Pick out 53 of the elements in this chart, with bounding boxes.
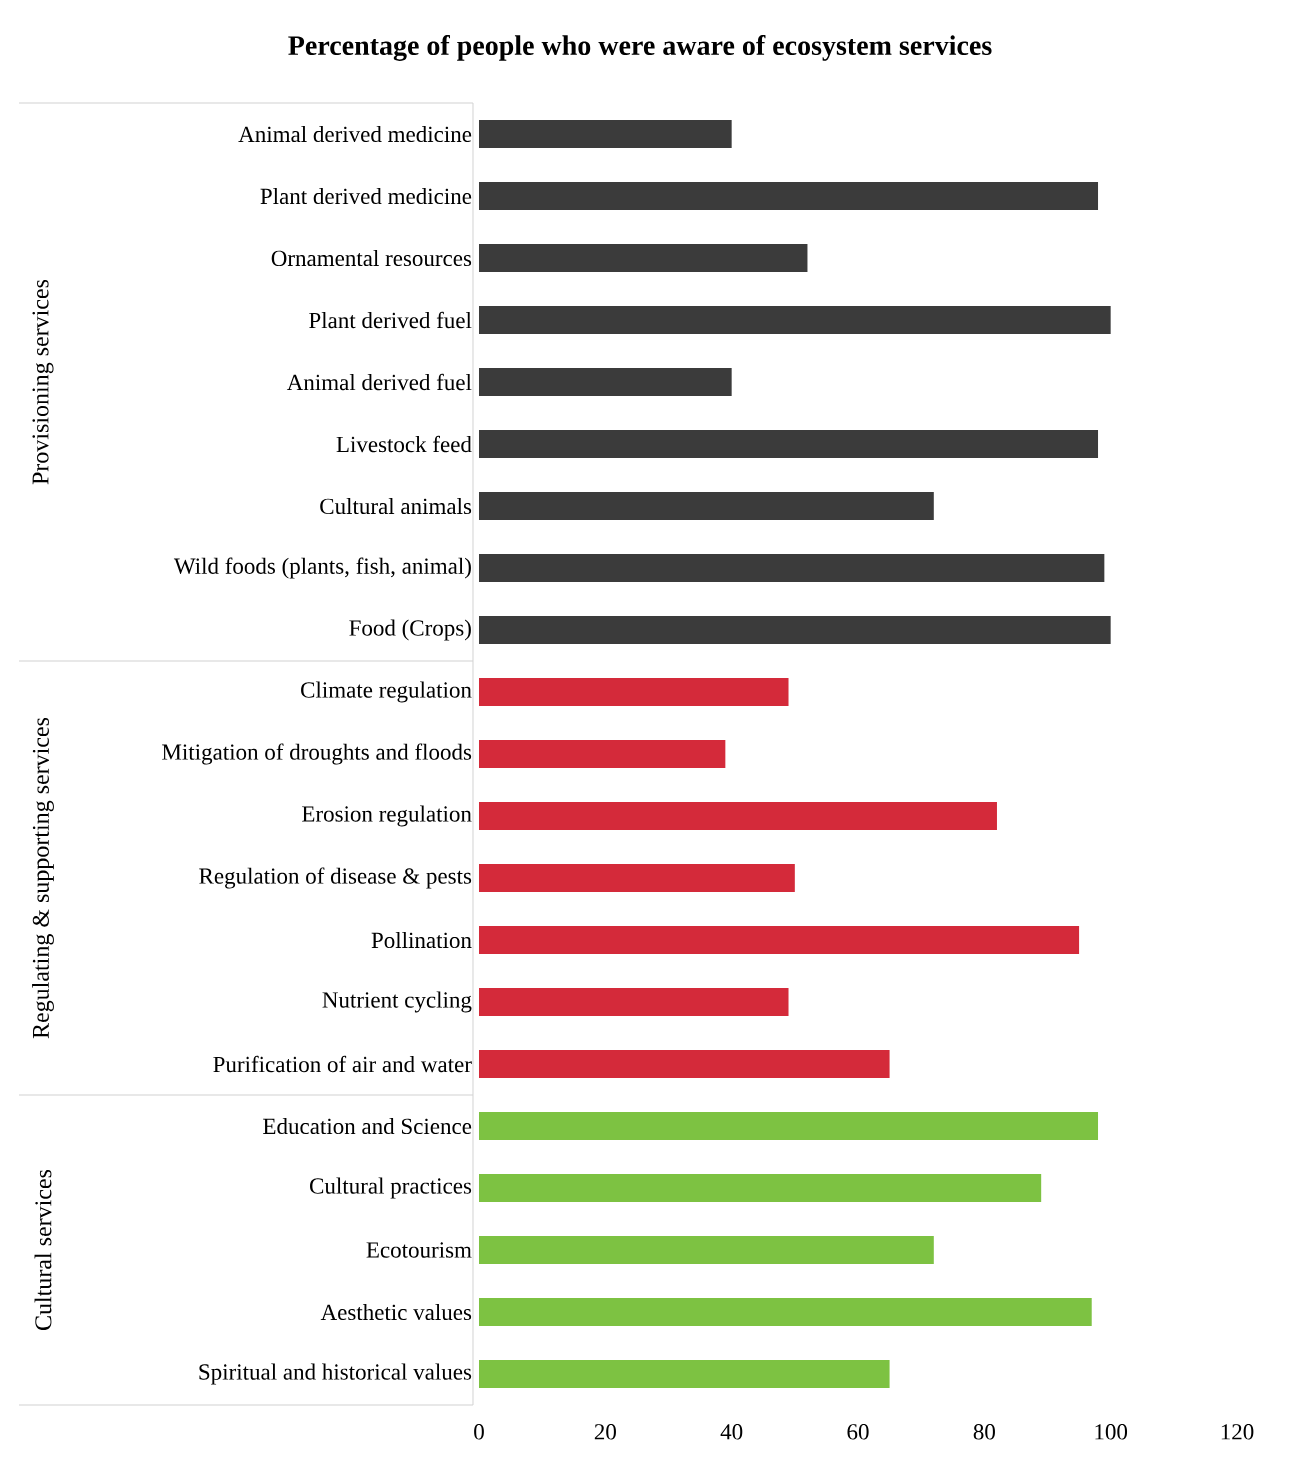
y-tick-label: Livestock feed xyxy=(336,435,472,453)
bar xyxy=(479,1360,890,1389)
x-tick-label: 120 xyxy=(1221,1424,1254,1440)
bar xyxy=(479,120,732,149)
text: Cultural services xyxy=(34,1169,52,1331)
x-tick-label: 20 xyxy=(594,1424,616,1440)
bar xyxy=(479,1236,934,1265)
y-tick-label: Spiritual and historical values xyxy=(199,1363,472,1385)
x-tick-label: 60 xyxy=(847,1424,869,1440)
y-tick-label: Animal derived fuel xyxy=(286,373,472,391)
y-tick-label: Plant derived medicine xyxy=(260,187,472,205)
y-tick-label: Aesthetic values xyxy=(320,1303,472,1321)
text: Regulating & supporting services xyxy=(32,717,54,1039)
bar xyxy=(479,1050,890,1079)
y-tick-label: Ecotourism xyxy=(366,1242,472,1258)
bar xyxy=(479,306,1111,335)
y-tick-label: Nutrient cycling xyxy=(322,991,472,1013)
bar xyxy=(479,988,789,1017)
bar xyxy=(479,864,795,893)
bar xyxy=(479,1298,1092,1327)
y-tick-label: Wild foods (plants, fish, animal) xyxy=(173,557,471,579)
x-tick-label: 80 xyxy=(973,1424,995,1440)
y-tick-label: Animal derived medicine xyxy=(238,125,472,143)
bar xyxy=(479,244,808,273)
text: Provisioning services xyxy=(32,279,54,485)
y-tick-label: Cultural practices xyxy=(310,1177,472,1199)
y-tick-label: Ornamental resources xyxy=(271,249,472,267)
bar xyxy=(479,616,1111,645)
y-tick-label: Mitigation of droughts and floods xyxy=(162,743,472,765)
bar xyxy=(479,182,1099,211)
bar xyxy=(479,430,1099,459)
x-tick-label: 100 xyxy=(1095,1424,1128,1440)
y-tick-label: Regulation of disease & pests xyxy=(199,867,472,889)
y-tick-label: Erosion regulation xyxy=(302,805,472,827)
y-tick-label: Education and Science xyxy=(263,1117,472,1135)
bar xyxy=(479,368,732,397)
bar xyxy=(479,740,726,769)
x-tick-label: 0 xyxy=(474,1424,484,1440)
bar xyxy=(479,926,1080,955)
y-tick-label: Plant derived fuel xyxy=(309,311,472,329)
bar xyxy=(479,1112,1099,1141)
y-tick-label: Purification of air and water xyxy=(213,1055,472,1073)
y-tick-label: Food (Crops) xyxy=(349,619,471,641)
x-tick-label: 40 xyxy=(720,1424,743,1440)
bar xyxy=(479,802,997,831)
bar xyxy=(479,492,934,521)
bar xyxy=(479,1174,1042,1203)
bar xyxy=(479,554,1105,583)
bar xyxy=(479,678,789,707)
y-tick-label: Cultural animals xyxy=(320,497,472,515)
y-tick-label: Pollination xyxy=(371,931,472,949)
y-tick-label: Climate regulation xyxy=(301,681,472,703)
chart-title: Percentage of people who were aware of ecosystem services xyxy=(288,35,992,61)
